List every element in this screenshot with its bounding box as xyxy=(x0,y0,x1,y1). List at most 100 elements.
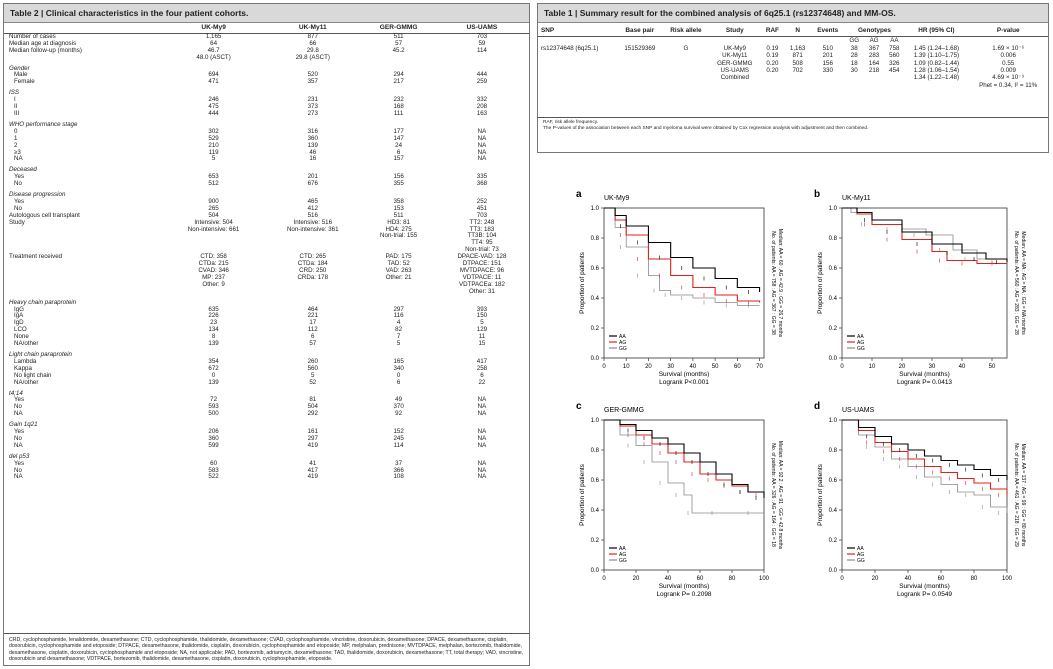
table2-cell: CTD: 265 xyxy=(299,253,326,261)
table1-col-header: RAF xyxy=(760,25,785,38)
table2-section-label: t4;14 xyxy=(9,389,23,397)
x-tick-label: 80 xyxy=(971,576,978,582)
table1-cell: 1.34 (1.22–1.48) xyxy=(913,74,960,82)
table1-cell xyxy=(617,67,663,74)
table2-cell: 17 xyxy=(309,319,317,327)
table2-row: del p53 xyxy=(4,453,529,461)
x-tick-label: 50 xyxy=(712,364,719,370)
table2-cell: 208 xyxy=(476,103,488,111)
table2-row-label: IgA xyxy=(14,312,24,320)
table2-row: NA/other 139 57 5 15 xyxy=(4,340,529,348)
table2-row: Non-trial: 155 TT3B: 104 xyxy=(4,233,529,240)
table1-cell xyxy=(784,74,811,81)
table2-row: 0 302 316 177 NA xyxy=(4,128,529,136)
table1-col-header: Risk allele xyxy=(662,25,710,38)
y-tick-label: 0.0 xyxy=(829,568,838,574)
x-tick-label: 10 xyxy=(869,364,876,370)
table2-cell: 232 xyxy=(393,96,404,104)
table2-row: Non-intensive: 661 Non-intensive: 361 HD4:… xyxy=(4,226,529,234)
table1-cell: G xyxy=(683,44,689,52)
table2-cell xyxy=(164,240,263,247)
table2-cell: NA xyxy=(477,473,487,481)
table1-footnote-pvalue: The P-values of the association between … xyxy=(543,126,869,131)
table1-cell xyxy=(811,74,845,81)
table2-row-label: Yes xyxy=(14,173,25,181)
table2-cell: 139 xyxy=(208,340,219,348)
x-tick-label: 40 xyxy=(690,364,697,370)
table2-row-label: 1 xyxy=(14,134,18,142)
table2-cell: 116 xyxy=(393,312,404,320)
table2-cell: 112 xyxy=(307,326,318,334)
table2-cell: 512 xyxy=(208,180,219,188)
table2-cell: 111 xyxy=(393,109,404,117)
table2-row: II 475 373 168 208 xyxy=(4,103,529,111)
legend-label: AG xyxy=(619,552,626,558)
table2-cell: 139 xyxy=(208,378,219,386)
x-tick-label: 100 xyxy=(1002,576,1013,582)
table2-row-label: No light chain xyxy=(14,371,52,379)
table2-cell: 373 xyxy=(307,103,318,111)
table2-cell: 340 xyxy=(393,364,404,372)
table2-row: III 444 273 111 163 xyxy=(4,109,529,118)
table2-cell: 57 xyxy=(309,340,317,348)
table2-cell: 6 xyxy=(311,333,315,341)
table2-row: No 360 297 245 NA xyxy=(4,435,529,443)
table2-cell: CTD: 358 xyxy=(200,253,227,261)
table2-cell: Other: 9 xyxy=(202,280,225,288)
x-tick-label: 20 xyxy=(645,364,652,370)
table2-col-header: UK-My11 xyxy=(263,23,363,34)
table2-row: CVAD: 346 CRD: 250 VAD: 263 MVTDPACE: 96 xyxy=(4,267,529,275)
table2-row-label: Yes xyxy=(14,428,25,436)
table1-cell: Phet = 0.34, I² = 11% xyxy=(979,81,1038,89)
median-survival-label: Median: AA = 92.2 : AG = 91 : GG = 42.8 … xyxy=(777,441,783,550)
table2-cell: 0 xyxy=(396,371,401,379)
table2-cell: 231 xyxy=(307,96,318,104)
table2-row: None 8 6 7 11 xyxy=(4,333,529,341)
table2-row: Male 694 520 294 444 xyxy=(4,72,529,79)
table2-cell: NA xyxy=(477,141,487,149)
table2-cell: 694 xyxy=(208,71,219,79)
table2-cell: 6 xyxy=(396,378,401,386)
table1-header-row: SNP Base pair Risk allele Study RAF N Events Ge… xyxy=(538,25,1048,38)
table1-cell: 0.20 xyxy=(766,67,779,75)
y-tick-label: 0.0 xyxy=(829,356,838,362)
table2-cell: CTDa: 215 xyxy=(198,260,229,268)
table1-cell: 330 xyxy=(822,67,833,75)
table2-row-label: IgD xyxy=(14,319,24,327)
table1-genotype-header xyxy=(617,37,663,45)
legend-label: AA xyxy=(857,546,864,552)
median-survival-label: Median: AA = 137 : AG = 99 : GG = 80 mon… xyxy=(1020,444,1026,547)
table1-cell: 1.69 × 10⁻⁶ xyxy=(992,44,1025,52)
table2-cell: Intensive: 504 xyxy=(194,218,233,226)
plot-frame xyxy=(841,207,1008,359)
table2-row-label: NA xyxy=(14,155,23,163)
table2-cell: 210 xyxy=(208,141,219,149)
table2-cell: 370 xyxy=(393,403,404,411)
table2-cell: Intensive: 516 xyxy=(293,218,333,226)
table2-row-label xyxy=(4,261,164,268)
table2-row: Yes 60 41 37 NA xyxy=(4,459,529,468)
table1-cell xyxy=(663,60,709,67)
table2-cell: 41 xyxy=(309,459,317,467)
table2-cell: 163 xyxy=(476,109,488,117)
y-tick-label: 0.4 xyxy=(591,508,600,514)
table2-cell: 417 xyxy=(307,466,318,474)
table2-cell: 703 xyxy=(476,211,488,219)
table2-cell xyxy=(362,240,435,247)
x-tick-label: 60 xyxy=(938,576,945,582)
table2-row-label: Male xyxy=(14,71,28,79)
table2-cell: 5 xyxy=(480,319,484,327)
table1-cell xyxy=(617,52,663,59)
table2-row-label xyxy=(4,282,164,289)
table1-cell xyxy=(864,74,884,81)
table2-row: Heavy chain paraprotein xyxy=(4,299,529,307)
table2-cell: 114 xyxy=(477,46,487,54)
table1-cell xyxy=(761,74,785,81)
table1-cell: 758 xyxy=(889,44,900,52)
table2-cell: 520 xyxy=(307,71,318,79)
table2-row: IgG 635 464 297 393 xyxy=(4,306,529,314)
x-tick-label: 20 xyxy=(633,576,640,582)
table2-cell: 37 xyxy=(395,459,403,467)
x-tick-label: 80 xyxy=(729,576,736,582)
survival-curve-aa xyxy=(842,207,1008,262)
